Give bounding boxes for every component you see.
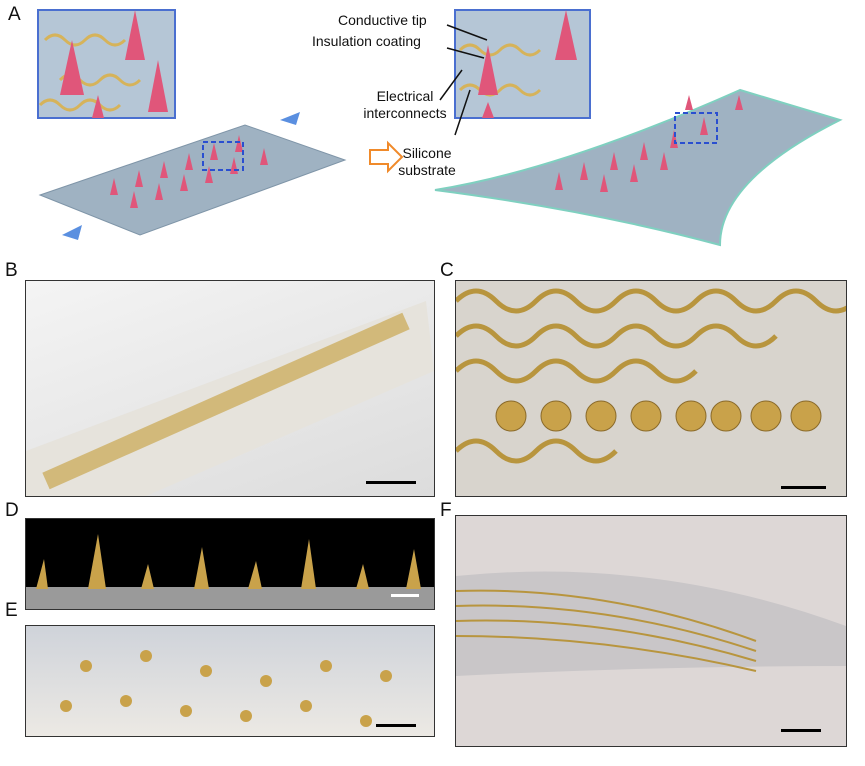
label-conductive-tip: Conductive tip [338,12,427,28]
label-insulation-coating: Insulation coating [312,33,421,49]
flat-substrate [38,124,347,236]
needle [482,102,494,118]
scale-bar [366,481,416,484]
scale-bar [391,594,419,597]
photo-f [455,515,847,747]
needle-array-flat [110,135,268,208]
photo-e [25,625,435,737]
needle [478,45,498,95]
zoom-region-box [202,141,244,171]
needle [60,40,84,95]
stretched-substrate [434,88,843,247]
scale-bar [781,729,821,732]
panel-label-f: F [440,500,452,521]
scale-bar [781,486,826,489]
panel-label-d: D [5,500,19,521]
zoom-region-box [674,112,718,144]
annotation-arrows [439,24,488,136]
photo-d [25,518,435,610]
schematic-a [37,9,843,247]
photo-c [455,280,847,497]
scale-bar [376,724,416,727]
transform-arrow-icon [369,140,404,174]
needle [555,10,577,60]
stretch-arrow-icon [62,225,82,240]
needle [125,10,145,60]
label-silicone-substrate: Silicone substrate [398,145,456,178]
panel-label-b: B [5,260,18,281]
panel-label-c: C [440,260,454,281]
panel-label-a: A [8,4,21,25]
label-electrical-interconnects: Electrical interconnects [363,88,447,121]
stretch-arrow-icon [280,112,300,125]
photo-b [25,280,435,497]
needle [92,95,104,118]
zoom-inset-right [454,9,591,119]
panel-label-e: E [5,600,18,621]
needle [148,60,168,112]
